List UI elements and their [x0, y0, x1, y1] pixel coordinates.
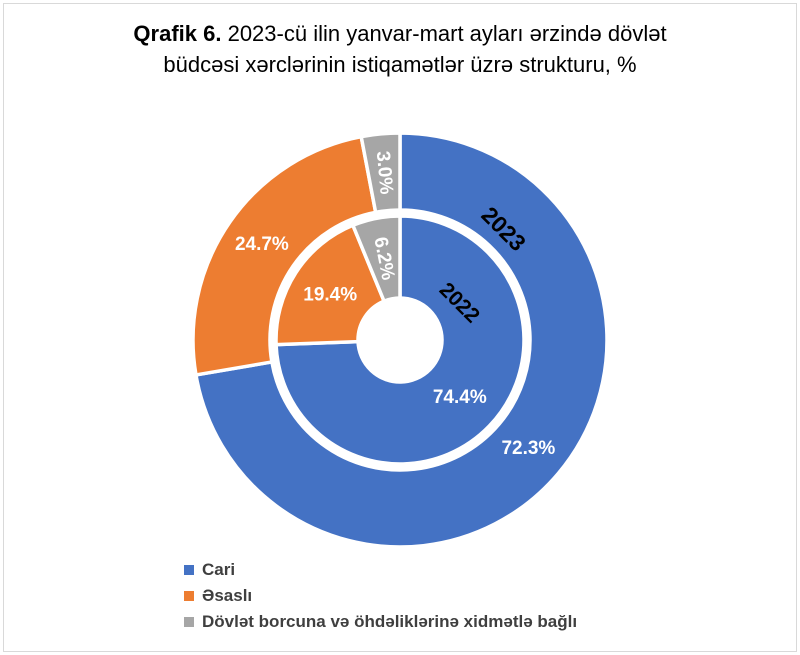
legend-label-esasli: Əsaslı [202, 586, 253, 605]
chart-title-prefix: Qrafik 6. [133, 21, 222, 46]
segment-2023-cari [194, 131, 609, 549]
legend-item-cari: Cari [184, 557, 577, 583]
segment-2022-esasli [274, 223, 386, 347]
chart-legend: Cari Əsaslı Dövlət borcuna və öhdəliklər… [184, 557, 577, 635]
segment-2023-dovlet-borcuna-xidmet [359, 131, 402, 215]
legend-swatch-dovlet-borcu-icon [184, 617, 194, 627]
segment-2022-dovlet-borcuna-xidmet [351, 214, 402, 303]
legend-item-esasli: Əsaslı [184, 583, 577, 609]
legend-label-dovlet-borcu: Dövlət borcuna və öhdəliklərinə xidmətlə… [202, 612, 578, 631]
value-label-2023-esasli: 24.7% [235, 234, 289, 255]
chart-title-line2: büdcəsi xərclərinin istiqamətlər üzrə st… [163, 52, 637, 77]
legend-label-cari: Cari [202, 560, 236, 579]
value-label-2023-cari: 72.3% [501, 438, 555, 459]
chart-title: Qrafik 6. 2023-cü ilin yanvar-mart aylar… [0, 18, 800, 80]
chart-title-line1-text: 2023-cü ilin yanvar-mart ayları ərzində … [221, 21, 667, 46]
legend-swatch-cari-icon [184, 565, 194, 575]
legend-item-dovlet-borcu: Dövlət borcuna və öhdəliklərinə xidmətlə… [184, 609, 577, 635]
legend-swatch-esasli-icon [184, 591, 194, 601]
chart-title-line1: Qrafik 6. 2023-cü ilin yanvar-mart aylar… [0, 18, 800, 49]
value-label-2022-cari: 74.4% [433, 387, 487, 408]
segment-2023-esasli [191, 134, 378, 377]
value-label-2022-esasli: 19.4% [303, 285, 357, 306]
segment-2022-cari [274, 214, 526, 466]
value-label-2023-dovlet-borcuna-xidmet: 3.0% [372, 150, 397, 195]
